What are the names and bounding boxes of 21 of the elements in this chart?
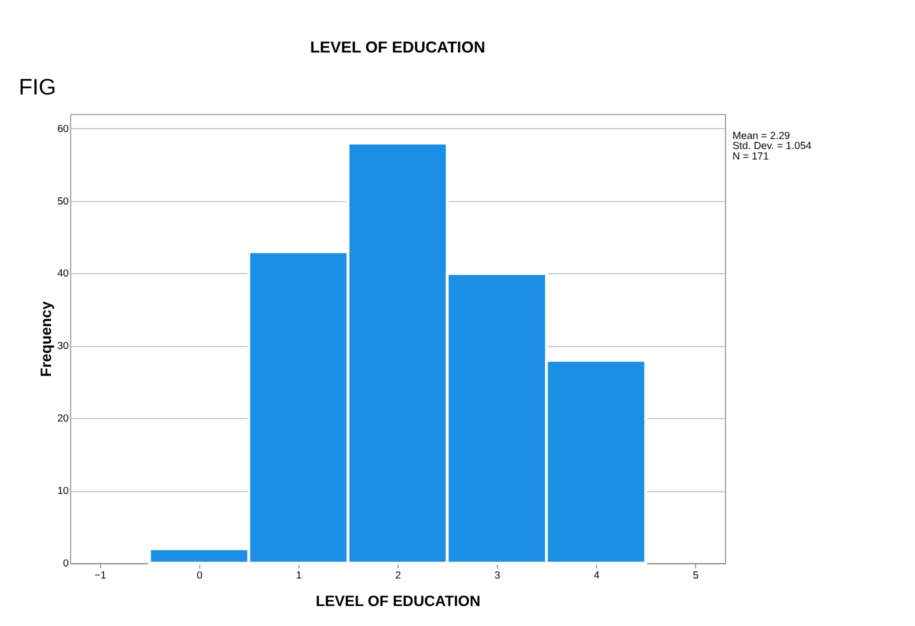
y-tick-label: 40 <box>57 268 70 280</box>
x-tick-label: 3 <box>494 570 500 582</box>
text: N = 171 <box>732 151 770 162</box>
text: Mean = 2.29 <box>732 130 790 142</box>
x-tick-label: 4 <box>594 570 600 582</box>
x-tick-label: −1 <box>94 570 107 582</box>
text: Std. Dev. = 1.054 <box>732 141 812 152</box>
y-tick-label: 50 <box>57 196 70 208</box>
x-tick-label: 1 <box>296 570 302 582</box>
text: FIG <box>18 74 56 100</box>
y-tick-label: 20 <box>57 414 70 425</box>
x-axis-title: LEVEL OF EDUCATION <box>316 592 480 610</box>
x-tick-label: 2 <box>395 570 402 582</box>
y-axis-title: Frequency <box>38 300 55 377</box>
x-tick-label: 5 <box>692 570 699 582</box>
y-tick-label: 0 <box>63 558 70 570</box>
y-tick-label: 60 <box>57 124 70 135</box>
chart-title: LEVEL OF EDUCATION <box>310 39 486 56</box>
y-tick-label: 10 <box>57 486 70 498</box>
x-tick-label: 0 <box>196 570 203 582</box>
y-tick-label: 30 <box>57 341 70 352</box>
